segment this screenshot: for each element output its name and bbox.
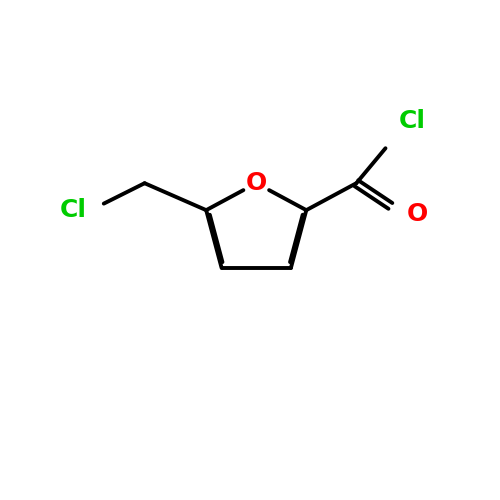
Text: O: O xyxy=(406,202,428,226)
Text: Cl: Cl xyxy=(60,198,87,222)
Text: O: O xyxy=(246,171,267,195)
Text: Cl: Cl xyxy=(398,109,425,133)
